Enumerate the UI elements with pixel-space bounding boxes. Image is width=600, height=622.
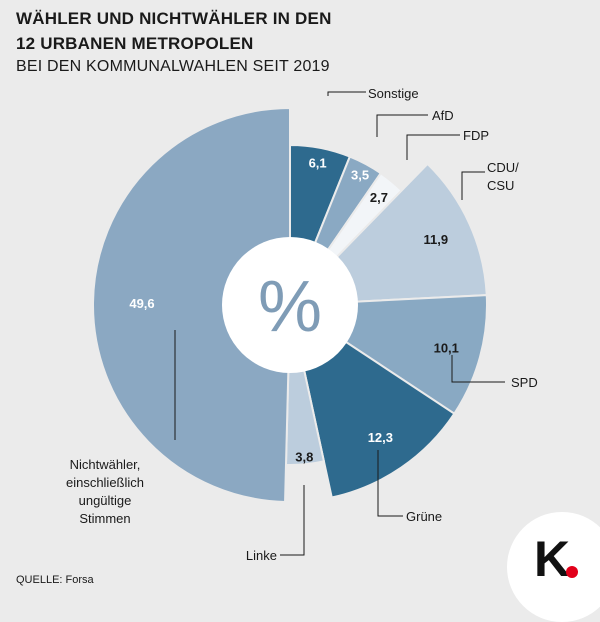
value-label: 6,1 — [309, 156, 327, 171]
value-label: 10,1 — [434, 341, 459, 356]
category-label: Linke — [246, 548, 277, 563]
callout-line — [406, 134, 460, 160]
donut-hole — [222, 237, 358, 373]
chart-title-line-1: WÄHLER UND NICHTWÄHLER IN DEN — [16, 9, 332, 28]
brand-logo-dot — [566, 566, 578, 578]
value-label: 49,6 — [129, 296, 154, 311]
category-label: Sonstige — [368, 86, 419, 101]
slice-nichtwähler — [92, 106, 291, 503]
category-label: CSU — [487, 178, 514, 193]
category-label: Stimmen — [79, 511, 130, 526]
callout-line — [377, 450, 403, 517]
category-label: SPD — [511, 375, 538, 390]
callout-line — [451, 355, 505, 383]
value-label: 3,8 — [295, 449, 313, 464]
callout-line — [376, 114, 428, 137]
callout-line — [461, 171, 485, 200]
chart-title-line-2: 12 URBANEN METROPOLEN — [16, 34, 254, 53]
callout-line — [280, 485, 305, 556]
brand-logo-letter: K — [534, 531, 571, 587]
category-label: ungültige — [79, 493, 132, 508]
category-label: Nichtwähler, — [70, 457, 141, 472]
chart-subtitle: BEI DEN KOMMUNALWAHLEN SEIT 2019 — [16, 58, 330, 75]
value-label: 11,9 — [424, 232, 449, 247]
callout-line — [327, 91, 366, 96]
donut-chart: 6,1 Sonstige 3,5 AfD 2,7 FDP 11,9 CDU/CSU 10,1 SP… — [66, 86, 538, 563]
source-note: QUELLE: Forsa — [16, 574, 94, 586]
center-percent-label: % — [258, 267, 322, 347]
value-label: 2,7 — [370, 190, 388, 205]
value-label: 12,3 — [368, 430, 393, 445]
value-label: 3,5 — [351, 168, 369, 183]
category-label: AfD — [432, 108, 454, 123]
category-label: einschließlich — [66, 475, 144, 490]
category-label: FDP — [463, 128, 489, 143]
category-label: CDU/ — [487, 160, 519, 175]
category-label: Grüne — [406, 509, 442, 524]
